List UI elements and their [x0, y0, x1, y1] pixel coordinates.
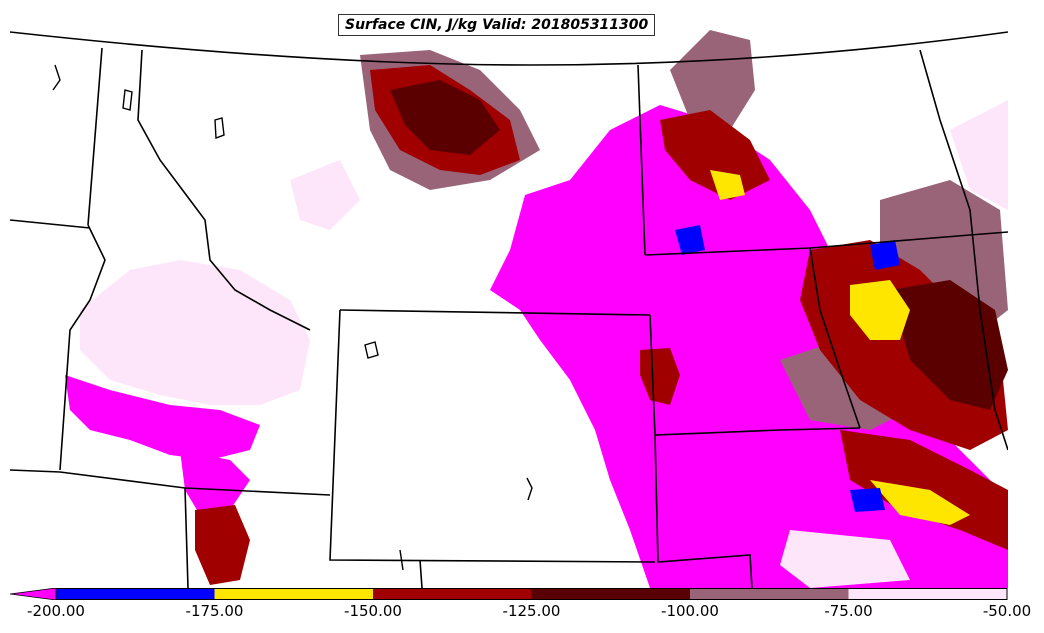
colorbar-under-arrow [10, 588, 57, 600]
cin-region-magenta-west [65, 375, 260, 460]
cin-region-lightpink-nw [80, 260, 310, 405]
colorbar-tick-label: -50.00 [982, 602, 1032, 620]
map-panel: Surface CIN, J/kg Valid: 201805311300 [10, 10, 1008, 588]
border-ut-co [419, 559, 423, 588]
cin-region-lightpink-ne [950, 100, 1008, 210]
cin-region-darkred-co [640, 348, 680, 405]
cin-region-lightpink-s [780, 530, 910, 588]
cin-region-maroon-north [390, 80, 500, 155]
border-id-or [59, 224, 106, 471]
cin-region-darkred-sw [195, 505, 250, 585]
colorbar-bin [531, 588, 690, 600]
colorbar-bin [214, 588, 373, 600]
colorbar [10, 588, 1008, 600]
lake-yellowstone [364, 341, 379, 359]
cin-field [65, 30, 1008, 588]
colorbar-bin [690, 588, 849, 600]
state-borders [10, 31, 1008, 588]
border-ne-ks [654, 434, 753, 588]
border-mn-wi [919, 49, 1008, 451]
colorbar-bin [56, 588, 215, 600]
lakes [52, 64, 533, 571]
border-ia-mo [809, 247, 861, 429]
lake-coeur-dalene [122, 89, 133, 111]
border-nd-sd [644, 231, 1008, 256]
map-title: Surface CIN, J/kg Valid: 201805311300 [338, 14, 656, 36]
cin-region-magenta-sw [180, 450, 250, 515]
border-or-ca [10, 469, 331, 496]
colorbar-tick-label: -75.00 [824, 602, 873, 620]
cin-region-lightpink-n [290, 160, 360, 230]
colorbar-tick-label: -125.00 [502, 602, 561, 620]
colorbar-bin [848, 588, 1007, 600]
border-id-mt [137, 49, 311, 331]
border-wy-co [329, 309, 656, 563]
cin-region-blue-se [850, 488, 885, 512]
cin-region-blue-east [870, 240, 900, 270]
colorbar-bin [373, 588, 532, 600]
colorbar-outline [55, 588, 1008, 600]
colorbar-tick-label: -175.00 [185, 602, 244, 620]
colorbar-tick-label: -100.00 [661, 602, 719, 620]
border-nv-ut [184, 487, 189, 588]
cin-region-maroon-east [890, 280, 1008, 410]
cin-map [10, 10, 1008, 588]
border-mt-wy [339, 309, 651, 316]
colorbar-bins [56, 588, 1007, 600]
cin-region-yellow-ne [710, 170, 745, 200]
colorbar-tick-label: -200.00 [27, 602, 85, 620]
cin-region-darkred-ne [660, 110, 770, 200]
border-sd-ne [649, 314, 861, 436]
cin-region-yellow-east [850, 280, 910, 340]
lake-pend-oreille [52, 64, 61, 91]
border-mt-dakota [637, 64, 646, 256]
cin-region-blue-ne [675, 225, 705, 255]
lake-dillon [399, 549, 404, 571]
border-canada [10, 31, 1008, 66]
lake-great-salt [526, 477, 533, 501]
cin-region-yellow-se [870, 480, 970, 525]
map-title-text: Surface CIN, J/kg Valid: 201805311300 [345, 17, 649, 33]
lake-flathead [214, 117, 225, 139]
border-wa-id [87, 47, 103, 226]
border-or-wa [10, 219, 91, 229]
cin-region-mauve-ne [670, 30, 755, 130]
colorbar-tick-label: -150.00 [344, 602, 402, 620]
